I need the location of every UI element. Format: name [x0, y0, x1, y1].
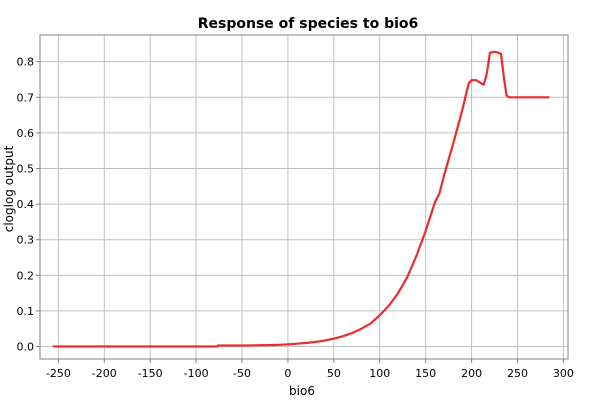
curve-layer — [52, 50, 550, 348]
x-tick-label: 50 — [327, 367, 341, 380]
x-tick-label: -200 — [92, 367, 117, 380]
y-tick-label: 0.8 — [17, 56, 35, 69]
y-tick-label: 0.1 — [17, 305, 35, 318]
x-tick-label: 0 — [284, 367, 291, 380]
x-tick-label: 300 — [553, 367, 574, 380]
x-tick-label: -150 — [138, 367, 163, 380]
tick-layer: -250 -200 -150 -100 -50 0 50 100 150 200 250 300 0.0… — [17, 56, 574, 380]
x-tick-label: -250 — [46, 367, 71, 380]
y-tick-label: 0.6 — [17, 127, 35, 140]
y-axis-label: cloglog output — [2, 145, 16, 232]
plot-frame — [39, 34, 569, 360]
response-curve — [52, 50, 550, 348]
x-tick-label: 150 — [415, 367, 436, 380]
y-tick-label: 0.3 — [17, 234, 35, 247]
chart-title: Response of species to bio6 — [198, 16, 419, 32]
y-tick-label: 0.5 — [17, 163, 35, 176]
y-tick-label: 0.4 — [17, 198, 35, 211]
x-axis-label: bio6 — [289, 384, 315, 398]
y-tick-label: 0.2 — [17, 269, 35, 282]
x-tick-label: -100 — [184, 367, 209, 380]
y-tick-label: 0.7 — [17, 91, 35, 104]
x-tick-label: 100 — [369, 367, 390, 380]
y-tick-label: 0.0 — [17, 341, 35, 354]
grid-layer — [40, 35, 568, 359]
x-tick-label: -50 — [233, 367, 251, 380]
x-tick-label: 250 — [507, 367, 528, 380]
x-tick-label: 200 — [461, 367, 482, 380]
